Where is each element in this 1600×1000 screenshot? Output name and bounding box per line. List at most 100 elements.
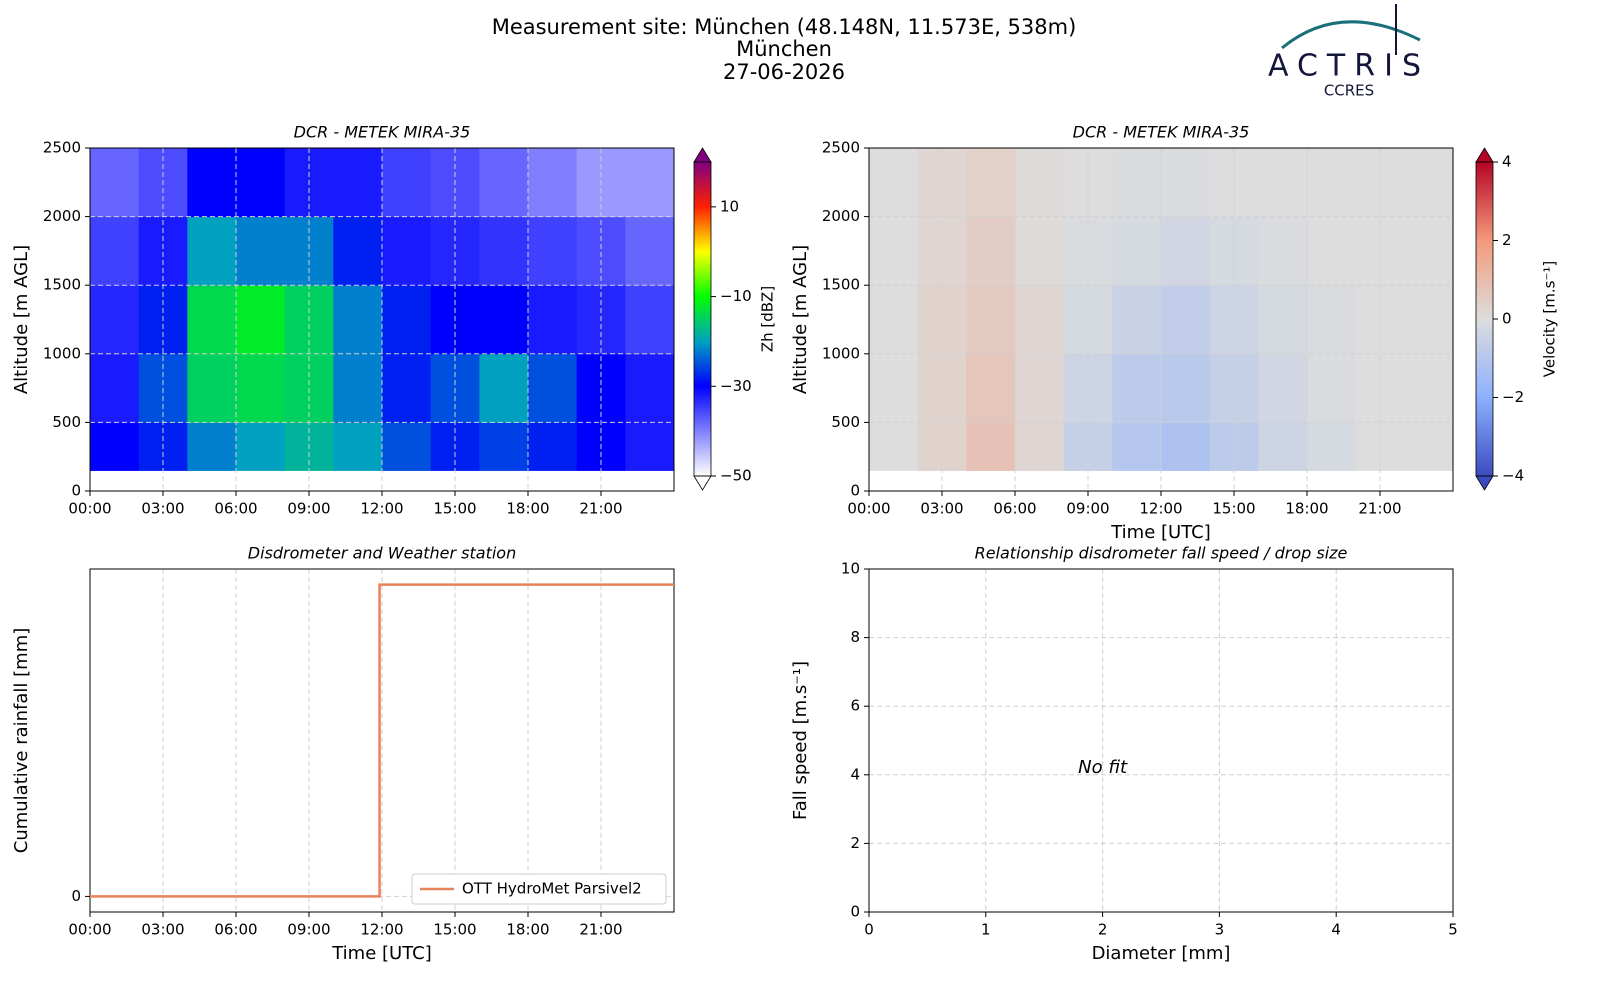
panel-title: DCR - METEK MIRA-35	[1073, 123, 1250, 142]
heatmap-cell	[1161, 353, 1211, 423]
heatmap-cell	[430, 216, 480, 286]
annotation: No fit	[1078, 757, 1128, 778]
colorbar-tick-label: −30	[720, 377, 752, 395]
y-tick-label: 2	[850, 834, 860, 852]
colorbar-tick-label: −10	[720, 287, 752, 305]
colorbar-tick-label: −2	[1502, 388, 1524, 406]
heatmap-cell	[1404, 148, 1454, 218]
heatmap-cell	[1209, 216, 1259, 286]
heatmap-cell	[1112, 148, 1162, 218]
heatmap-cell	[333, 148, 383, 218]
colorbar-tick-label: −50	[720, 467, 752, 485]
x-tick-label: 0	[864, 921, 874, 939]
heatmap-cell	[1015, 285, 1065, 355]
x-tick-label: 1	[981, 921, 991, 939]
heatmap-cell	[479, 216, 529, 286]
x-tick-label: 21:00	[579, 921, 622, 939]
x-tick-label: 4	[1331, 921, 1341, 939]
y-tick-label: 1000	[43, 344, 81, 362]
heatmap-cell	[528, 216, 578, 286]
x-tick-label: 03:00	[920, 500, 963, 518]
heatmap-cell	[1307, 353, 1357, 423]
x-tick-label: 15:00	[433, 921, 476, 939]
heatmap-cell	[333, 422, 383, 471]
colorbar-label: Velocity [m.s⁻¹]	[1541, 261, 1559, 377]
heatmap-cell	[138, 216, 188, 286]
figure-title: Measurement site: München (48.148N, 11.5…	[492, 15, 1077, 39]
heatmap-cell	[479, 285, 529, 355]
heatmap-cell	[1258, 148, 1308, 218]
heatmap-cell	[236, 285, 286, 355]
heatmap-cell	[1404, 285, 1454, 355]
heatmap-cell	[917, 216, 967, 286]
x-tick-label: 00:00	[847, 500, 890, 518]
y-tick-label: 2500	[43, 139, 81, 157]
heatmap-cell	[333, 216, 383, 286]
heatmap-cell	[1112, 216, 1162, 286]
x-tick-label: 2	[1098, 921, 1108, 939]
heatmap-cell	[528, 148, 578, 218]
heatmap-cell	[1161, 148, 1211, 218]
figure-date: 27-06-2026	[723, 60, 845, 84]
x-tick-label: 12:00	[1139, 500, 1182, 518]
heatmap-cell	[966, 148, 1016, 218]
heatmap-cell	[187, 422, 237, 471]
colorbar	[1476, 162, 1493, 476]
heatmap-cell	[236, 422, 286, 471]
heatmap-cell	[625, 285, 675, 355]
heatmap-cell	[479, 353, 529, 423]
y-tick-label: 1500	[43, 276, 81, 294]
heatmap-cell	[236, 353, 286, 423]
heatmap-cell	[1112, 353, 1162, 423]
heatmap-cell	[1015, 216, 1065, 286]
y-tick-label: 1500	[822, 276, 860, 294]
heatmap-cell	[1015, 353, 1065, 423]
logo-subtext: CCRES	[1324, 82, 1374, 100]
y-axis-label: Cumulative rainfall [mm]	[11, 628, 32, 854]
x-axis-label: Diameter [mm]	[1092, 943, 1231, 964]
heatmap-cell	[528, 285, 578, 355]
y-tick-label: 2500	[822, 139, 860, 157]
heatmap-cell	[333, 353, 383, 423]
x-tick-label: 18:00	[506, 921, 549, 939]
heatmap-cell	[625, 148, 675, 218]
heatmap-cell	[1307, 422, 1357, 471]
heatmap-cell	[1161, 285, 1211, 355]
heatmap-cell	[1307, 285, 1357, 355]
y-axis-label: Altitude [m AGL]	[11, 245, 32, 394]
heatmap-cell	[382, 285, 432, 355]
heatmap-cell	[1161, 422, 1211, 471]
heatmap-cell	[236, 216, 286, 286]
x-tick-label: 18:00	[506, 500, 549, 518]
colorbar-label: Zh [dBZ]	[759, 286, 777, 352]
heatmap-cell	[90, 353, 140, 423]
y-tick-label: 500	[52, 413, 81, 431]
colorbar-tick-label: 2	[1502, 231, 1512, 249]
heatmap-cell	[1112, 285, 1162, 355]
heatmap-cell	[1015, 148, 1065, 218]
logo-arc	[1281, 20, 1421, 50]
heatmap-cell	[1258, 353, 1308, 423]
heatmap-cell	[1404, 353, 1454, 423]
x-tick-label: 00:00	[68, 500, 111, 518]
x-tick-label: 21:00	[579, 500, 622, 518]
heatmap-cell	[333, 285, 383, 355]
heatmap-cell	[284, 216, 334, 286]
y-axis-label: Fall speed [m.s⁻¹]	[790, 661, 811, 820]
heatmap-cell	[966, 422, 1016, 471]
y-tick-label: 4	[850, 765, 860, 783]
heatmap-cell	[382, 353, 432, 423]
y-tick-label: 6	[850, 697, 860, 715]
panel-title: DCR - METEK MIRA-35	[294, 123, 471, 142]
x-tick-label: 03:00	[141, 500, 184, 518]
data-line	[90, 583, 674, 898]
plot-frame	[868, 568, 1454, 913]
legend-box	[411, 873, 667, 905]
heatmap-cell	[869, 216, 919, 286]
x-tick-label: 5	[1448, 921, 1458, 939]
heatmap-cell	[90, 285, 140, 355]
heatmap-cell	[869, 285, 919, 355]
heatmap-cell	[1063, 216, 1113, 286]
x-axis-label: Time [UTC]	[331, 943, 432, 964]
x-tick-label: 21:00	[1358, 500, 1401, 518]
